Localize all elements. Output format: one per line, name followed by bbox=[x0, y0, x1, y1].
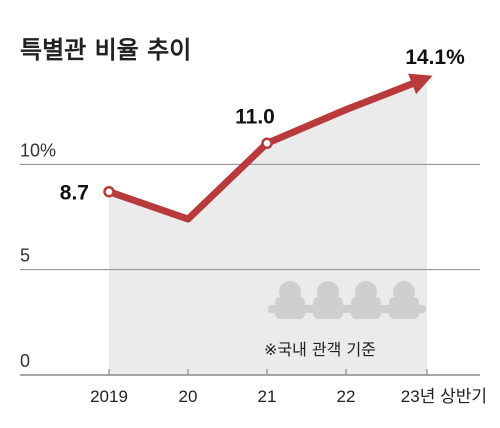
data-labels: 8.7 11.0 14.1% bbox=[60, 46, 465, 205]
x-tick-label: 20 bbox=[179, 387, 198, 406]
data-label: 11.0 bbox=[235, 105, 275, 128]
theater-seat-icon bbox=[382, 281, 426, 319]
x-tick-label: 22 bbox=[337, 387, 356, 406]
y-tick-label: 0 bbox=[20, 351, 30, 371]
chart-title: 특별관 비율 추이 bbox=[20, 36, 191, 64]
theater-seat-icon bbox=[344, 281, 388, 319]
x-tick-label: 2019 bbox=[90, 387, 128, 406]
arrowhead bbox=[408, 73, 433, 95]
annotation-note: ※국내 관객 기준 bbox=[264, 340, 376, 359]
x-axis-ticks: 2019 20 21 22 23년 상반기 bbox=[90, 369, 487, 406]
x-tick-label: 21 bbox=[258, 387, 277, 406]
theater-seat-icon bbox=[306, 281, 350, 319]
theater-seat-icon bbox=[268, 281, 312, 319]
area-fill-path bbox=[109, 78, 427, 375]
data-point bbox=[103, 185, 115, 198]
y-axis-ticks: 0 5 10% bbox=[20, 140, 56, 371]
x-tick-label: 23년 상반기 bbox=[401, 387, 487, 406]
y-tick-label: 5 bbox=[20, 246, 30, 266]
y-tick-label: 10% bbox=[20, 140, 56, 160]
data-label: 8.7 bbox=[60, 182, 89, 205]
series-line bbox=[103, 73, 433, 223]
area-fill bbox=[109, 78, 427, 375]
data-point bbox=[261, 137, 273, 150]
seats-illustration bbox=[268, 281, 426, 319]
data-label: 14.1% bbox=[405, 46, 465, 69]
